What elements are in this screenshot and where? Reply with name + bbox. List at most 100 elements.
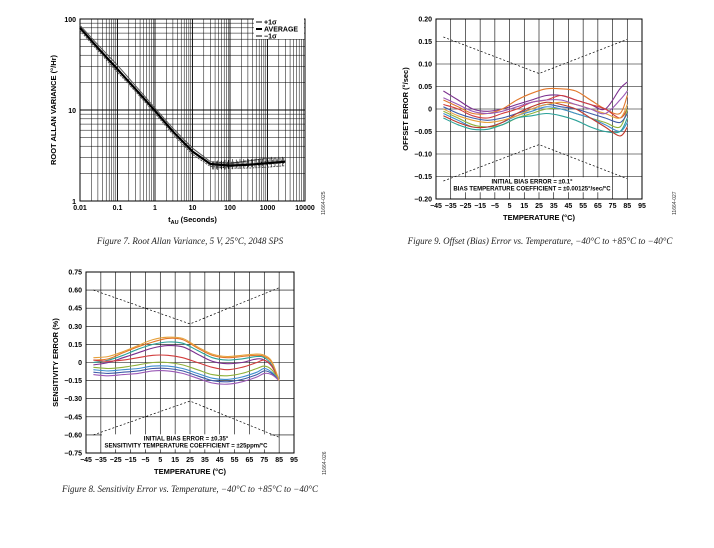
- legend-label: AVERAGE: [264, 27, 298, 34]
- x-tick-label: 25: [535, 203, 543, 210]
- annotation-bg: [102, 434, 270, 450]
- y-tick-label: −0.05: [414, 129, 432, 136]
- y-tick-label: 100: [64, 17, 76, 24]
- x-tick-label: 10: [189, 205, 197, 212]
- x-tick-label: 1000: [260, 205, 276, 212]
- x-tick-label: 85: [623, 203, 631, 210]
- figure9-caption: Figure 9. Offset (Bias) Error vs. Temper…: [407, 236, 674, 246]
- limit-line-lower: [93, 400, 280, 438]
- figure8-id: 11664-026: [322, 451, 328, 475]
- x-tick-label: −15: [474, 203, 486, 210]
- series-line: [93, 341, 280, 381]
- x-tick-label: 95: [638, 203, 646, 210]
- limit-line-upper: [443, 36, 628, 74]
- x-tick-label: 75: [260, 457, 268, 464]
- series-line: [79, 30, 286, 169]
- legend-bg: [254, 18, 304, 25]
- legend-bg: [254, 25, 304, 32]
- x-tick-label: 65: [246, 457, 254, 464]
- figure7-id: 11664-025: [321, 191, 327, 215]
- series-line: [443, 101, 628, 137]
- y-tick-label: 10: [68, 108, 76, 115]
- plot-frame: [435, 18, 643, 200]
- y-tick-label: −0.15: [64, 378, 82, 385]
- figure8-caption: Figure 8. Sensitivity Error vs. Temperat…: [61, 484, 319, 494]
- y-tick-label: 1: [72, 199, 76, 206]
- x-tick-label: −35: [445, 203, 457, 210]
- y-tick-label: 0.10: [418, 62, 432, 69]
- x-axis-label: TEMPERATURE (°C): [503, 213, 576, 222]
- annotation-line-2: BIAS TEMPERATURE COEFFICIENT = ±0.00125°…: [453, 186, 611, 192]
- series-line: [93, 367, 280, 383]
- plot-frame: [85, 271, 295, 454]
- plot-frame: [79, 18, 306, 202]
- x-tick-label: −25: [459, 203, 471, 210]
- legend-label: −1σ: [264, 34, 277, 41]
- x-axis-label: tAU (Seconds): [168, 215, 217, 226]
- x-tick-label: −5: [141, 457, 149, 464]
- series-line: [443, 90, 628, 115]
- y-tick-label: 0.30: [68, 324, 82, 331]
- y-tick-label: −0.15: [414, 174, 432, 181]
- x-tick-label: −35: [95, 457, 107, 464]
- series-line: [443, 81, 628, 112]
- series-line: [443, 107, 628, 129]
- legend-bg: [254, 32, 304, 39]
- series-line: [93, 361, 280, 381]
- x-tick-label: 5: [508, 203, 512, 210]
- series-line: [93, 337, 280, 381]
- x-tick-label: 100: [224, 205, 236, 212]
- x-tick-label: −15: [125, 457, 137, 464]
- series-line: [93, 365, 280, 381]
- x-tick-label: 5: [158, 457, 162, 464]
- y-tick-label: 0.75: [68, 270, 82, 277]
- annotation-line-1: INITIAL BIAS ERROR = ±0.35°: [144, 436, 229, 442]
- sensitivity-error-chart: −45 −35 −25 −15 −5 5 15 25 35 45 55 65 75 85 95 −0.75 −0…: [51, 270, 298, 477]
- y-tick-label: −0.60: [64, 432, 82, 439]
- annotation-line-2: SENSITIVITY TEMPERATURE COEFFICIENT = ±2…: [105, 443, 269, 449]
- x-tick-label: 0.01: [73, 205, 87, 212]
- y-tick-label: −0.45: [64, 414, 82, 421]
- x-tick-label: −5: [491, 203, 499, 210]
- series-line: [93, 370, 280, 385]
- x-tick-label: 15: [171, 457, 179, 464]
- series-line: [93, 344, 280, 381]
- allan-variance-chart: 0.01 0.1 1 10 100 1000 10000 1 10 100 tAU (Seconds…: [49, 17, 315, 226]
- x-tick-label: 10000: [295, 205, 315, 212]
- series-line: [93, 354, 280, 381]
- x-tick-label: 75: [609, 203, 617, 210]
- x-tick-label: 1: [153, 205, 157, 212]
- x-tick-label: 55: [579, 203, 587, 210]
- x-tick-label: 15: [520, 203, 528, 210]
- annotation-bg: [460, 177, 604, 193]
- x-tick-label: 0.1: [113, 205, 123, 212]
- annotation-line-1: INITIAL BIAS ERROR = ±0.1°: [491, 179, 573, 185]
- y-tick-label: 0.20: [418, 17, 432, 24]
- y-tick-label: 0.15: [68, 342, 82, 349]
- x-tick-label: −45: [80, 457, 92, 464]
- x-tick-label: 45: [565, 203, 573, 210]
- limit-line-upper: [93, 287, 280, 325]
- figure7-caption: Figure 7. Root Allan Variance, 5 V, 25°C…: [96, 236, 284, 246]
- x-tick-label: 35: [550, 203, 558, 210]
- y-tick-label: 0.05: [418, 84, 432, 91]
- y-tick-label: 0: [428, 107, 432, 114]
- offset-error-chart: −45 −35 −25 −15 −5 5 15 25 35 45 55 65 75 85 95 −0.20 −0…: [401, 17, 646, 223]
- x-tick-label: 95: [290, 457, 298, 464]
- x-tick-label: 25: [186, 457, 194, 464]
- y-tick-label: 0: [78, 360, 82, 367]
- y-axis-label: OFFSET ERROR (°/sec): [401, 67, 410, 151]
- y-tick-label: −0.20: [414, 197, 432, 204]
- y-tick-label: 0.60: [68, 288, 82, 295]
- figure9-id: 11664-027: [672, 191, 678, 215]
- x-tick-label: −25: [110, 457, 122, 464]
- x-tick-label: 65: [594, 203, 602, 210]
- series-line: [443, 101, 628, 124]
- x-tick-label: −45: [430, 203, 442, 210]
- x-tick-label: 85: [275, 457, 283, 464]
- x-tick-label: 55: [231, 457, 239, 464]
- series-line: [93, 336, 280, 381]
- series-line: [443, 112, 628, 134]
- y-axis-label: SENSITIVITY ERROR (%): [51, 318, 60, 407]
